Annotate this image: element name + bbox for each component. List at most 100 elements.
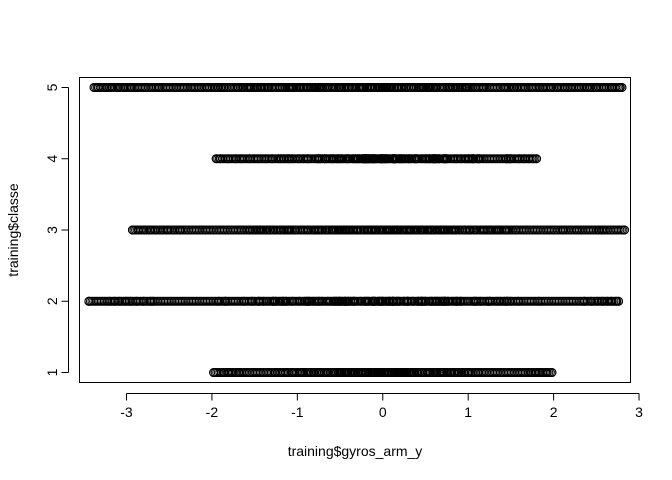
data-point [258, 296, 268, 306]
data-point [405, 368, 415, 378]
data-point [220, 296, 230, 306]
data-point [263, 82, 273, 92]
data-point [469, 296, 479, 306]
data-point [366, 225, 376, 235]
data-point [261, 154, 271, 164]
data-point [558, 225, 568, 235]
data-point [452, 296, 462, 306]
data-point [309, 225, 319, 235]
data-point [299, 225, 309, 235]
data-point [306, 82, 316, 92]
data-point [576, 225, 586, 235]
data-point [216, 82, 226, 92]
data-point [337, 82, 347, 92]
data-point [322, 82, 332, 92]
data-point [282, 368, 292, 378]
data-point [213, 82, 223, 92]
data-point [290, 225, 300, 235]
data-point [234, 368, 244, 378]
data-point [547, 368, 557, 378]
data-point [425, 82, 435, 92]
data-point [334, 296, 344, 306]
data-point [295, 296, 305, 306]
data-point [460, 154, 470, 164]
data-point [418, 82, 428, 92]
data-point [107, 82, 117, 92]
data-point [300, 296, 310, 306]
data-point [500, 82, 510, 92]
data-point [325, 296, 335, 306]
data-point [440, 296, 450, 306]
data-point [547, 82, 557, 92]
data-point [417, 296, 427, 306]
x-tick-label: 2 [550, 404, 558, 420]
data-point [463, 82, 473, 92]
data-point [453, 225, 463, 235]
data-point [594, 225, 604, 235]
data-point [338, 368, 348, 378]
data-point [360, 368, 370, 378]
data-point [405, 225, 415, 235]
data-point [287, 296, 297, 306]
data-point [139, 296, 149, 306]
data-point [371, 225, 381, 235]
data-point [353, 225, 362, 235]
data-point [148, 296, 158, 306]
data-point [280, 296, 290, 306]
data-point [245, 225, 255, 235]
data-point [175, 225, 185, 235]
data-point [132, 296, 142, 306]
data-point [370, 82, 380, 92]
data-point [599, 225, 609, 235]
data-point [381, 82, 391, 92]
x-axis: -3 -2 -1 0 1 2 3 [120, 393, 643, 420]
data-point [406, 82, 416, 92]
data-point [536, 368, 546, 378]
data-point [310, 368, 320, 378]
data-point [412, 225, 422, 235]
data-point [121, 296, 131, 306]
data-point [239, 296, 249, 306]
data-point [424, 154, 434, 164]
data-point [93, 82, 103, 92]
data-point [201, 225, 211, 235]
data-point [434, 154, 444, 164]
data-point [401, 82, 411, 92]
data-point [429, 154, 439, 164]
data-point [502, 154, 512, 164]
points-layer [84, 82, 630, 378]
data-point [334, 225, 344, 235]
data-point [386, 82, 396, 92]
data-point [126, 82, 136, 92]
data-point [299, 154, 309, 164]
data-point [463, 368, 473, 378]
data-point [337, 225, 347, 235]
data-point [265, 225, 275, 235]
data-point [481, 225, 491, 235]
data-point [459, 368, 469, 378]
data-point [356, 296, 366, 306]
data-point [534, 82, 544, 92]
data-point [294, 154, 304, 164]
data-point [424, 368, 434, 378]
data-point [614, 296, 624, 306]
data-point [414, 225, 424, 235]
data-point [383, 296, 393, 306]
data-point [406, 154, 416, 164]
data-point [333, 368, 343, 378]
data-point [427, 82, 437, 92]
data-point [614, 82, 624, 92]
y-tick-label: 5 [44, 83, 60, 91]
data-point [495, 296, 505, 306]
data-point [559, 82, 569, 92]
data-point [455, 296, 465, 306]
data-point [322, 225, 332, 235]
data-point [162, 225, 172, 235]
data-point [346, 296, 356, 306]
data-point [446, 82, 456, 92]
data-point [304, 296, 314, 306]
x-tick-label: -1 [291, 404, 304, 420]
data-point [190, 82, 200, 92]
data-point [210, 82, 220, 92]
data-point [84, 296, 94, 306]
